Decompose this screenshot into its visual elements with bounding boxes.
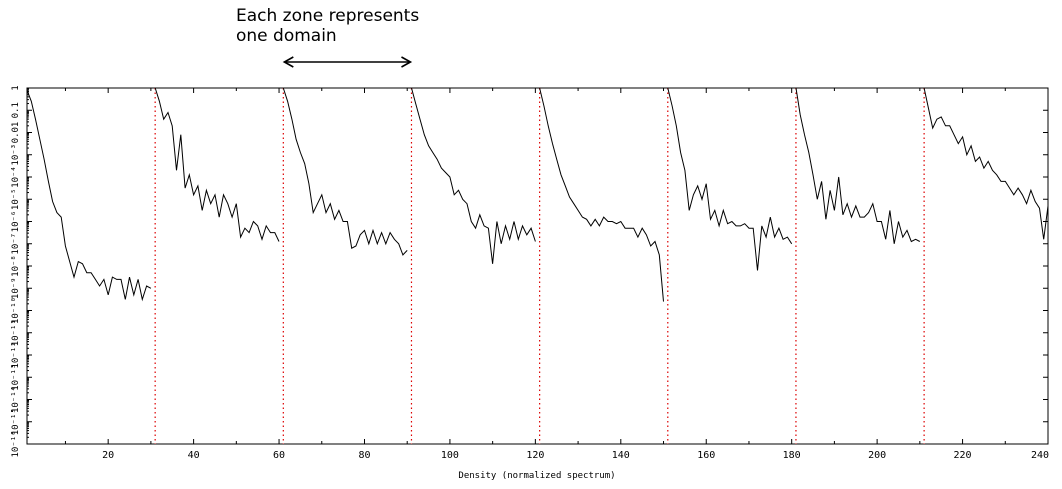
y-axis-ticks: 10⁻¹⁶10⁻¹⁵10⁻¹⁴10⁻¹³10⁻¹²10⁻¹¹10⁻¹⁰10⁻⁹1…	[11, 85, 1048, 458]
x-tick-label: 100	[441, 450, 459, 461]
y-tick-label: 10⁻⁹	[11, 277, 21, 299]
y-tick-label: 0.1	[11, 102, 21, 118]
y-tick-label: 10⁻¹⁵	[11, 408, 21, 435]
series-line	[154, 87, 280, 242]
annotation-line-1: Each zone represents	[236, 6, 420, 26]
y-tick-label: 10⁻¹⁶	[11, 430, 21, 457]
x-tick-label: 180	[783, 450, 801, 461]
series-line	[923, 87, 1049, 240]
y-tick-label: 10⁻¹²	[11, 341, 21, 368]
series-line	[282, 87, 408, 256]
y-tick-label: 10⁻⁶	[11, 211, 21, 233]
arrow-head-right	[401, 56, 413, 68]
y-tick-label: 10⁻⁷	[11, 233, 21, 255]
y-tick-label: 10⁻¹³	[11, 364, 21, 391]
y-tick-label: 10⁻⁴	[11, 166, 21, 188]
x-tick-label: 160	[697, 450, 715, 461]
series-line	[539, 87, 664, 302]
series-line	[667, 87, 793, 271]
arrow-head-left	[282, 56, 294, 68]
series-lines	[26, 87, 1049, 302]
y-tick-label: 10⁻¹⁴	[11, 386, 21, 413]
x-tick-label: 60	[273, 450, 285, 461]
x-tick-label: 200	[868, 450, 886, 461]
annotation-line-2: one domain	[236, 26, 337, 46]
series-line	[411, 87, 536, 264]
y-tick-label: 10⁻⁵	[11, 188, 21, 210]
x-tick-label: 140	[612, 450, 630, 461]
y-tick-label: 1	[11, 85, 21, 90]
x-axis-label: Density (normalized spectrum)	[458, 471, 615, 481]
series-line	[795, 87, 921, 244]
x-axis-ticks: 20 40 60 80 100 120 140 160 180 200 220 240	[64, 88, 1049, 461]
x-tick-label: 240	[1031, 450, 1049, 461]
annotation-text: Each zone represents one domain	[236, 6, 419, 46]
y-tick-label: 10⁻¹⁰	[11, 297, 21, 324]
x-tick-label: 40	[188, 450, 200, 461]
x-tick-label: 220	[954, 450, 972, 461]
series-line	[26, 90, 152, 302]
y-tick-label: 10⁻³	[11, 144, 21, 166]
y-tick-label: 10⁻⁸	[11, 255, 21, 277]
domain-boundaries	[154, 88, 925, 444]
x-tick-label: 80	[358, 450, 370, 461]
x-tick-label: 20	[102, 450, 114, 461]
domain-span-arrow	[282, 56, 413, 68]
x-tick-label: 120	[526, 450, 544, 461]
y-tick-label: 10⁻¹¹	[11, 319, 21, 346]
y-tick-label: 0.01	[11, 122, 21, 144]
